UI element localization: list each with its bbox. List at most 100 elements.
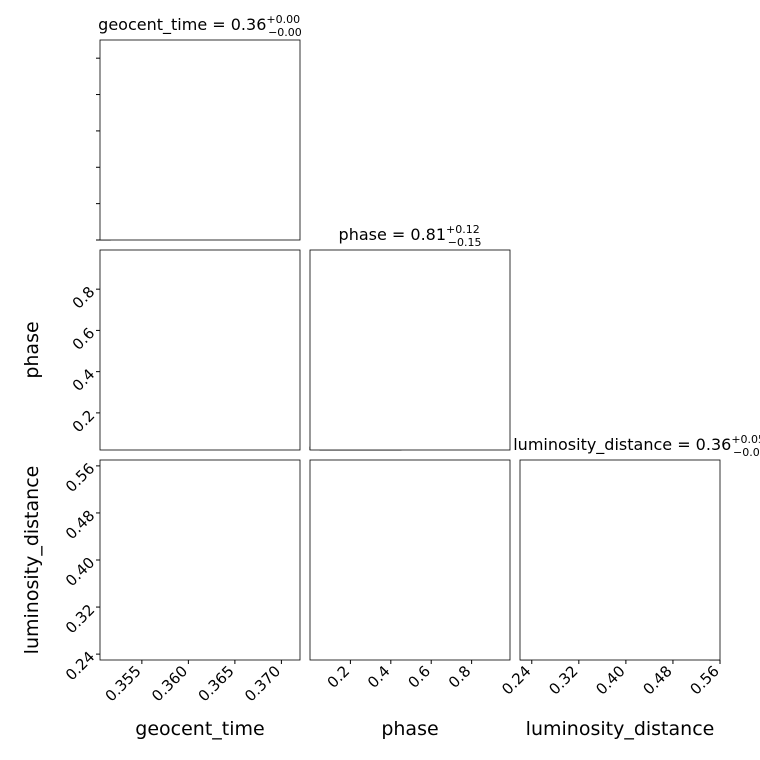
- density-geocent_time-vs-phase-sample-point: [284, 247, 286, 249]
- ytick-label-luminosity_distance: 0.40: [62, 554, 98, 590]
- density-phase-vs-luminosity_distance-sample-point: [516, 535, 518, 537]
- density-geocent_time-vs-phase-background: [100, 250, 300, 450]
- density-phase-vs-luminosity_distance-sample-point: [515, 597, 517, 599]
- density-geocent_time-vs-phase-sample-point: [279, 247, 281, 249]
- density-phase-vs-luminosity_distance-sample-point: [511, 582, 513, 584]
- density-phase-vs-luminosity_distance-sample-point: [511, 619, 513, 621]
- density-geocent_time-vs-phase-sample-point: [180, 244, 182, 246]
- hist-luminosity_distance-title-sub: −0.04: [733, 446, 760, 459]
- density-phase-vs-luminosity_distance-sample-point: [513, 559, 515, 561]
- density-geocent_time-vs-luminosity_distance-background: [100, 460, 300, 660]
- density-phase-vs-luminosity_distance-sample-point: [517, 621, 519, 623]
- ylabel-phase: phase: [21, 321, 43, 378]
- density-phase-vs-luminosity_distance-sample-point: [516, 599, 518, 601]
- ytick-label-phase: 0.2: [69, 407, 99, 437]
- density-geocent_time-vs-phase-sample-point: [224, 245, 226, 247]
- ytick-label-luminosity_distance: 0.24: [62, 648, 98, 684]
- density-phase-vs-luminosity_distance-sample-point: [516, 575, 518, 577]
- density-phase-vs-luminosity_distance-sample-point: [474, 661, 476, 663]
- density-geocent_time-vs-phase-sample-point: [257, 244, 259, 246]
- density-phase-vs-luminosity_distance-sample-point: [518, 555, 520, 557]
- xtick-label-luminosity_distance: 0.48: [639, 662, 675, 698]
- density-geocent_time-vs-luminosity_distance-sample-point: [235, 663, 237, 665]
- ytick-label-phase: 0.8: [69, 283, 99, 313]
- hist-geocent_time-background: [100, 40, 300, 240]
- density-geocent_time-vs-phase-sample-point: [290, 245, 292, 247]
- hist-phase-title-sup: +0.12: [446, 223, 480, 236]
- density-geocent_time-vs-luminosity_distance-sample-point: [160, 666, 162, 668]
- density-geocent_time-vs-phase-sample-point: [214, 246, 216, 248]
- density-phase-vs-luminosity_distance-sample-point: [514, 630, 516, 632]
- hist-geocent_time-title: geocent_time = 0.36+0.00 −0.00: [98, 13, 302, 39]
- density-phase-vs-luminosity_distance-sample-point: [517, 592, 519, 594]
- xtick-label-geocent_time: 0.370: [241, 662, 284, 705]
- density-phase-vs-luminosity_distance-sample-point: [514, 527, 516, 529]
- density-phase-vs-luminosity_distance-sample-point: [511, 532, 513, 534]
- density-geocent_time-vs-luminosity_distance-sample-point: [207, 667, 209, 669]
- density-phase-vs-luminosity_distance-sample-point: [511, 608, 513, 610]
- hist-luminosity_distance-background: [520, 460, 720, 660]
- density-geocent_time-vs-luminosity_distance-sample-point: [198, 662, 200, 664]
- density-phase-vs-luminosity_distance-sample-point: [517, 574, 519, 576]
- density-phase-vs-luminosity_distance-sample-point: [511, 620, 513, 622]
- xlabel-luminosity_distance: luminosity_distance: [526, 718, 715, 740]
- density-phase-vs-luminosity_distance-sample-point: [514, 578, 516, 580]
- density-phase-vs-luminosity_distance-sample-point: [536, 666, 538, 668]
- density-phase-vs-luminosity_distance-sample-point: [515, 584, 517, 586]
- ylabel-luminosity_distance: luminosity_distance: [21, 466, 43, 655]
- density-geocent_time-vs-phase-sample-point: [242, 243, 244, 245]
- density-phase-vs-luminosity_distance-sample-point: [513, 603, 515, 605]
- density-geocent_time-vs-phase-sample-point: [279, 246, 281, 248]
- density-phase-vs-luminosity_distance-sample-point: [514, 583, 516, 585]
- density-phase-vs-luminosity_distance-frame: [309, 459, 511, 661]
- hist-luminosity_distance-title-sup: +0.05: [731, 433, 760, 446]
- density-phase-vs-luminosity_distance-sample-point: [441, 664, 443, 666]
- hist-luminosity_distance-frame: [519, 459, 721, 661]
- density-geocent_time-vs-phase-sample-point: [256, 243, 258, 245]
- density-phase-vs-luminosity_distance-sample-point: [513, 577, 515, 579]
- density-phase-vs-luminosity_distance-sample-point: [511, 585, 513, 587]
- xtick-label-geocent_time: 0.355: [102, 662, 145, 705]
- density-geocent_time-vs-luminosity_distance-sample-point: [213, 699, 215, 701]
- density-phase-vs-luminosity_distance-sample-point: [511, 571, 513, 573]
- density-phase-vs-luminosity_distance-sample-point: [517, 629, 519, 631]
- density-geocent_time-vs-phase-sample-point: [250, 245, 252, 247]
- xtick-label-geocent_time: 0.360: [148, 662, 191, 705]
- hist-phase-title-sub: −0.15: [448, 236, 482, 249]
- density-phase-vs-luminosity_distance-sample-point: [481, 681, 483, 683]
- density-phase-vs-luminosity_distance-sample-point: [517, 560, 519, 562]
- density-phase-vs-luminosity_distance-sample-point: [511, 559, 513, 561]
- density-geocent_time-vs-phase-sample-point: [259, 244, 261, 246]
- hist-geocent_time-title-main: geocent_time = 0.36: [98, 15, 266, 35]
- xtick-label-luminosity_distance: 0.40: [592, 662, 628, 698]
- density-geocent_time-vs-luminosity_distance-sample-point: [227, 660, 229, 662]
- density-geocent_time-vs-phase-sample-point: [258, 245, 260, 247]
- density-phase-vs-luminosity_distance-sample-point: [515, 555, 517, 557]
- density-phase-vs-luminosity_distance-sample-point: [512, 600, 514, 602]
- hist-luminosity_distance-title-main: luminosity_distance = 0.36: [513, 435, 731, 455]
- density-phase-vs-luminosity_distance-sample-point: [468, 684, 470, 686]
- density-phase-vs-luminosity_distance-sample-point: [513, 536, 515, 538]
- density-phase-vs-luminosity_distance-sample-point: [511, 589, 513, 591]
- density-phase-vs-luminosity_distance-sample-point: [518, 563, 520, 565]
- density-geocent_time-vs-luminosity_distance-sample-point: [169, 663, 171, 665]
- density-geocent_time-vs-phase-sample-point: [280, 243, 282, 245]
- ytick-label-luminosity_distance: 0.56: [62, 460, 98, 496]
- ytick-label-phase: 0.4: [69, 365, 99, 395]
- density-geocent_time-vs-luminosity_distance-sample-point: [244, 672, 246, 674]
- density-phase-vs-luminosity_distance-sample-point: [511, 560, 513, 562]
- xtick-label-geocent_time: 0.365: [195, 662, 238, 705]
- xtick-label-phase: 0.6: [404, 662, 434, 692]
- density-phase-vs-luminosity_distance-sample-point: [515, 570, 517, 572]
- xtick-label-luminosity_distance: 0.32: [545, 662, 581, 698]
- density-geocent_time-vs-phase-frame: [99, 249, 301, 451]
- density-phase-vs-luminosity_distance-sample-point: [514, 558, 516, 560]
- density-geocent_time-vs-phase-sample-point: [248, 245, 250, 247]
- density-phase-vs-luminosity_distance-background: [310, 460, 510, 660]
- density-phase-vs-luminosity_distance-sample-point: [512, 603, 514, 605]
- hist-phase-title: phase = 0.81+0.12 −0.15: [339, 223, 482, 249]
- density-phase-vs-luminosity_distance-sample-point: [453, 665, 455, 667]
- density-geocent_time-vs-phase-sample-point: [240, 241, 242, 243]
- xlabel-geocent_time: geocent_time: [135, 718, 264, 740]
